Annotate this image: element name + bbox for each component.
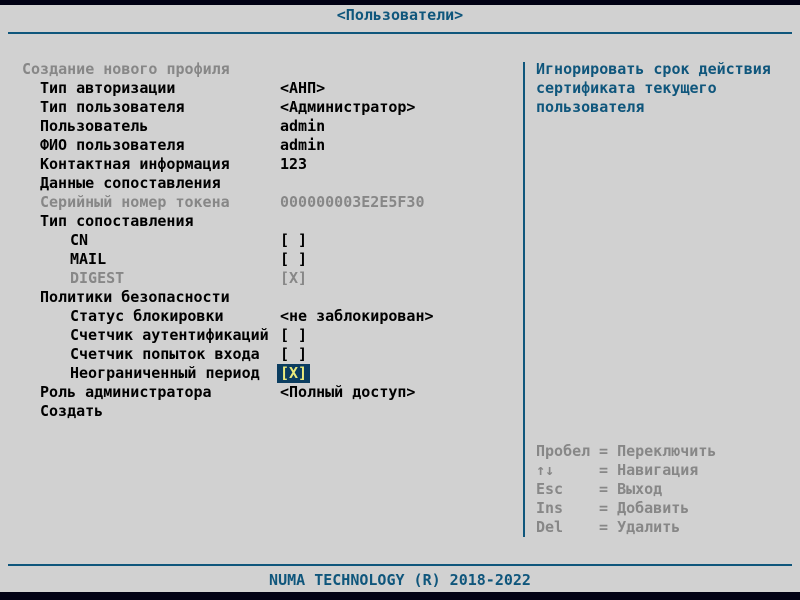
help-line: Игнорировать срок действия — [536, 60, 771, 78]
form-row[interactable]: DIGEST [X] — [0, 269, 520, 288]
field-label: Создание нового профиля — [22, 60, 230, 78]
hint-key: Esc — [536, 480, 564, 498]
field-label: Тип пользователя — [40, 98, 185, 116]
hotkey-hints: Пробел = Переключить ↑↓ = Навигация Esc = Вых… — [536, 442, 716, 537]
form-row[interactable]: Контактная информация 123 — [0, 155, 520, 174]
checkbox[interactable]: [X] — [277, 364, 311, 383]
form-row[interactable]: Статус блокировки <не заблокирован> — [0, 307, 520, 326]
checkbox[interactable]: [X] — [280, 269, 308, 287]
field-label: Тип авторизации — [40, 79, 176, 97]
bottom-black-bar — [0, 592, 800, 600]
field-label: Счетчик аутентификаций — [70, 326, 269, 344]
hint-action: Удалить — [617, 518, 681, 536]
header-divider-line — [8, 32, 792, 34]
form-row[interactable]: Создать — [0, 402, 520, 421]
form-row[interactable]: Тип авторизации <АНП> — [0, 79, 520, 98]
field-value[interactable]: <Полный доступ> — [280, 383, 416, 401]
field-label: Данные сопоставления — [40, 174, 221, 192]
field-label: Счетчик попыток входа — [70, 345, 260, 363]
form-row[interactable]: Пользователь admin — [0, 117, 520, 136]
help-line: пользователя — [536, 98, 645, 116]
form-row[interactable]: Политики безопасности — [0, 288, 520, 307]
form-row[interactable]: Создание нового профиля — [0, 60, 520, 79]
checkbox[interactable]: [ ] — [280, 345, 308, 363]
help-panel: Игнорировать срок действия сертификата те… — [536, 60, 771, 117]
hint-action: Выход — [617, 480, 663, 498]
form-row[interactable]: Серийный номер токена 000000003E2E5F30 — [0, 193, 520, 212]
hint-key: Пробел — [536, 442, 591, 460]
hint-key: Del — [536, 518, 564, 536]
form-row[interactable]: CN [ ] — [0, 231, 520, 250]
field-value[interactable]: <Администратор> — [280, 98, 416, 116]
checkbox[interactable]: [ ] — [280, 250, 308, 268]
form-row[interactable]: Тип пользователя <Администратор> — [0, 98, 520, 117]
checkbox[interactable]: [ ] — [280, 231, 308, 249]
field-label: MAIL — [70, 250, 107, 268]
hint-separator: = — [599, 461, 618, 479]
form-row[interactable]: Неограниченный период [X] — [0, 364, 520, 383]
form-row[interactable]: Данные сопоставления — [0, 174, 520, 193]
hint-row: Del = Удалить — [536, 518, 716, 537]
hint-separator: = — [599, 518, 618, 536]
field-label: Контактная информация — [40, 155, 230, 173]
window-title: <Пользователи> — [336, 6, 464, 24]
field-value[interactable]: <АНП> — [280, 79, 326, 97]
hint-separator: = — [599, 480, 618, 498]
hint-row: Ins = Добавить — [536, 499, 716, 518]
field-value[interactable]: 123 — [280, 155, 308, 173]
field-label: ФИО пользователя — [40, 136, 185, 154]
field-label: Роль администратора — [40, 383, 212, 401]
help-line: сертификата текущего — [536, 79, 717, 97]
field-label: Статус блокировки — [70, 307, 224, 325]
hint-separator: = — [599, 442, 618, 460]
hint-row: Esc = Выход — [536, 480, 716, 499]
hint-key: Ins — [536, 499, 564, 517]
field-label: Пользователь — [40, 117, 149, 135]
field-label: Политики безопасности — [40, 288, 230, 306]
field-value[interactable]: 000000003E2E5F30 — [280, 193, 425, 211]
form-row[interactable]: MAIL [ ] — [0, 250, 520, 269]
form-row[interactable]: Счетчик аутентификаций [ ] — [0, 326, 520, 345]
field-label: Тип сопоставления — [40, 212, 194, 230]
field-value[interactable]: admin — [280, 136, 326, 154]
field-label: Неограниченный период — [70, 364, 260, 382]
footer-text: NUMA TECHNOLOGY (R) 2018-2022 — [269, 571, 531, 589]
hint-separator: = — [599, 499, 618, 517]
field-value[interactable]: admin — [280, 117, 326, 135]
form-row[interactable]: ФИО пользователя admin — [0, 136, 520, 155]
checkbox[interactable]: [ ] — [280, 326, 308, 344]
hint-action: Добавить — [617, 499, 690, 517]
field-label: Серийный номер токена — [40, 193, 230, 211]
hint-key: ↑↓ — [536, 461, 555, 479]
form: Создание нового профиля Тип авторизации <А… — [0, 60, 520, 421]
hint-action: Переключить — [617, 442, 717, 460]
panel-divider-line — [523, 62, 525, 537]
form-row[interactable]: Роль администратора <Полный доступ> — [0, 383, 520, 402]
hint-action: Навигация — [617, 461, 699, 479]
hint-row: Пробел = Переключить — [536, 442, 716, 461]
hint-row: ↑↓ = Навигация — [536, 461, 716, 480]
form-row[interactable]: Тип сопоставления — [0, 212, 520, 231]
field-label: Создать — [40, 402, 104, 420]
footer-divider-line — [8, 564, 792, 566]
field-label: CN — [70, 231, 89, 249]
field-value[interactable]: <не заблокирован> — [280, 307, 434, 325]
field-label: DIGEST — [70, 269, 125, 287]
top-black-bar — [0, 0, 800, 5]
form-row[interactable]: Счетчик попыток входа [ ] — [0, 345, 520, 364]
